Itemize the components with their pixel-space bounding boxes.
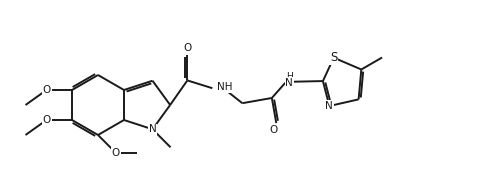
Text: O: O [269, 125, 277, 135]
Text: N: N [285, 78, 293, 88]
Text: S: S [329, 51, 337, 64]
Text: O: O [112, 148, 120, 158]
Text: N: N [148, 124, 156, 134]
Text: N: N [325, 101, 333, 111]
Text: NH: NH [217, 82, 232, 92]
Text: O: O [42, 115, 51, 125]
Text: O: O [42, 85, 51, 95]
Text: O: O [183, 43, 191, 53]
Text: H: H [285, 72, 292, 81]
